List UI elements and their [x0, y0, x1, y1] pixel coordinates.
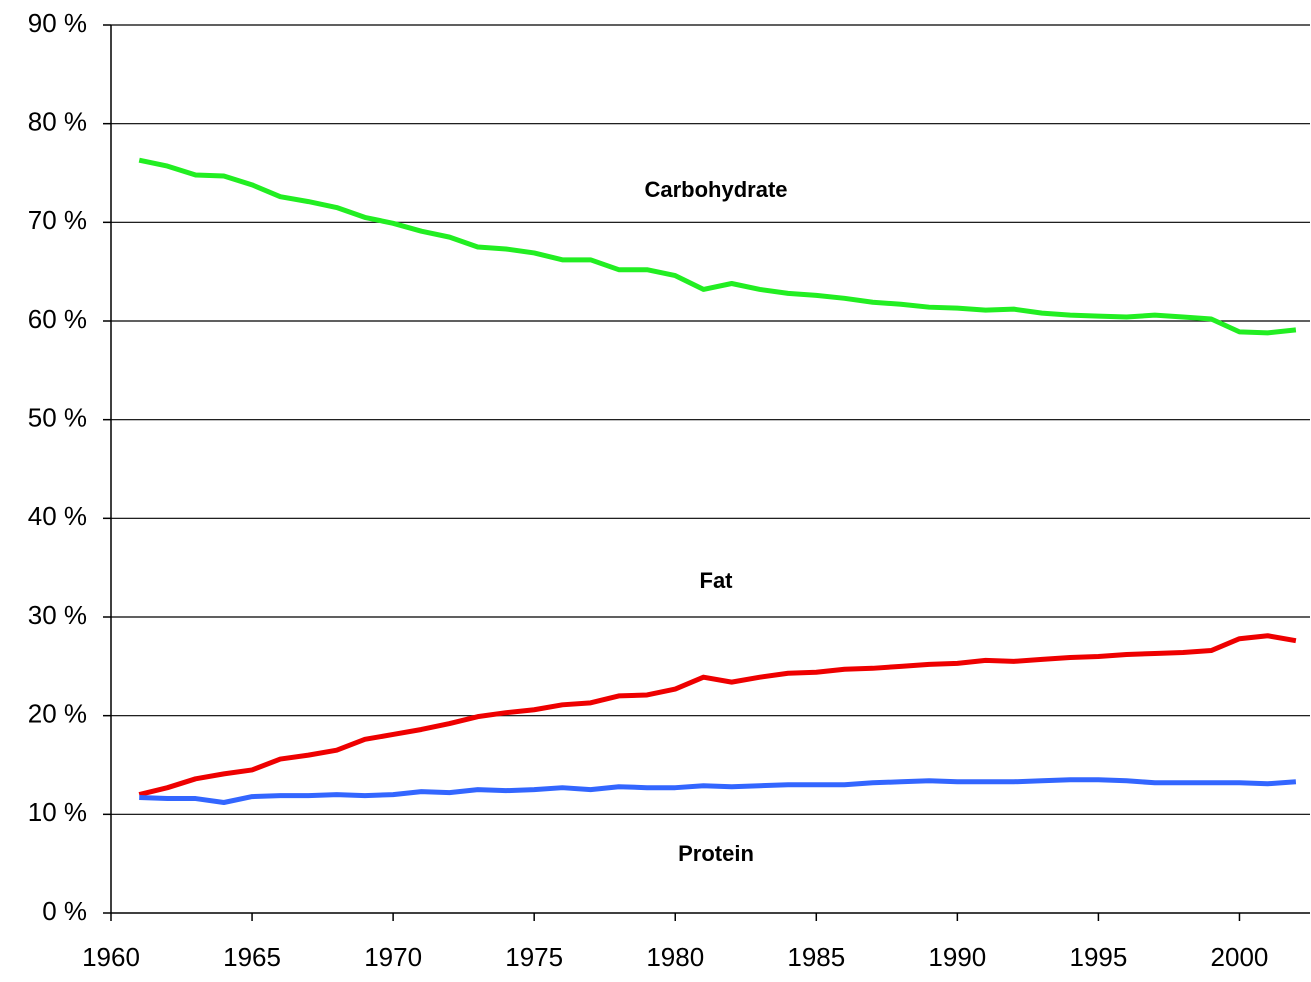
y-tick-label: 50 % [28, 403, 87, 433]
series-line [138, 157, 1297, 336]
y-tick-label: 90 % [28, 8, 87, 38]
y-tick-label: 80 % [28, 107, 87, 137]
series-label: Carbohydrate [644, 177, 787, 202]
x-tick-label: 1980 [646, 942, 704, 972]
x-tick-label: 1960 [82, 942, 140, 972]
y-tick-label: 40 % [28, 501, 87, 531]
y-tick-label: 20 % [28, 699, 87, 729]
series-label: Protein [678, 841, 754, 866]
y-tick-label: 0 % [42, 896, 87, 926]
x-tick-label: 1985 [787, 942, 845, 972]
x-tick-label: 1975 [505, 942, 563, 972]
x-tick-label: 1965 [223, 942, 281, 972]
y-tick-label: 60 % [28, 304, 87, 334]
x-tick-label: 2000 [1211, 942, 1269, 972]
x-tick-label: 1995 [1069, 942, 1127, 972]
y-tick-label: 10 % [28, 797, 87, 827]
y-tick-label: 70 % [28, 205, 87, 235]
y-tick-label: 30 % [28, 600, 87, 630]
x-tick-label: 1990 [928, 942, 986, 972]
series-label: Fat [700, 568, 734, 593]
x-tick-label: 1970 [364, 942, 422, 972]
series-line [139, 777, 1297, 805]
series-line [138, 633, 1297, 798]
